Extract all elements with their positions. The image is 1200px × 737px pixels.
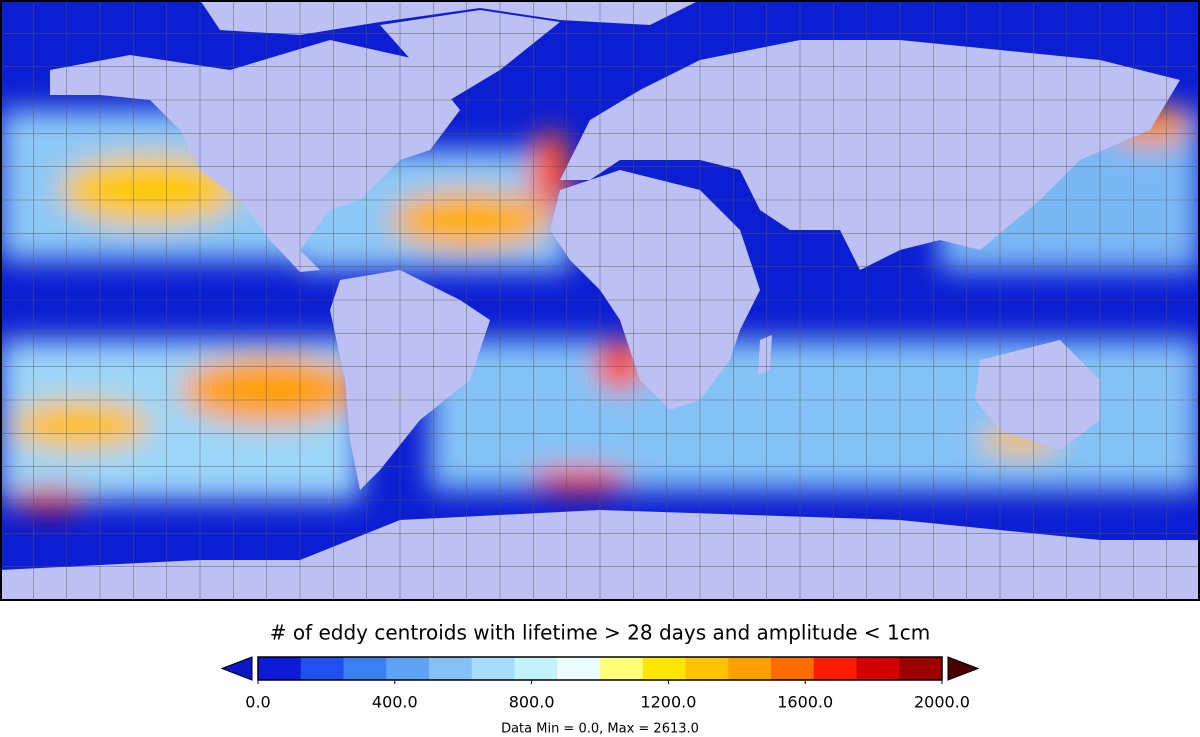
colorbar-bin (258, 657, 302, 680)
colorbar-title: # of eddy centroids with lifetime > 28 d… (270, 621, 931, 645)
colorbar-bin (343, 657, 387, 680)
colorbar-bin (600, 657, 644, 680)
colorbar-bin (856, 657, 900, 680)
over-arrow (947, 656, 980, 681)
colorbar-tick-label: 2000.0 (914, 693, 970, 712)
map-frame (0, 0, 1200, 601)
colorbar-bin (642, 657, 686, 680)
colorbar-bin (514, 657, 558, 680)
colorbar-bin (429, 657, 473, 680)
colorbar-bin (899, 657, 943, 680)
graticule (0, 0, 1200, 600)
colorbar: 0.0 400.0 800.0 1200.0 1600.0 2000.0 (220, 656, 980, 712)
colorbar-bin (300, 657, 344, 680)
colorbar-bin (557, 657, 601, 680)
greenland (380, 10, 560, 100)
africa (550, 170, 760, 410)
colorbar-tick-label: 1600.0 (777, 693, 833, 712)
eurasia (560, 40, 1180, 270)
australia (975, 340, 1100, 450)
colorbar-tick-label: 400.0 (372, 693, 418, 712)
map (0, 0, 1200, 600)
under-arrow (220, 656, 253, 681)
colorbar-bin (728, 657, 772, 680)
colorbar-bin (813, 657, 857, 680)
colorbar-bin (685, 657, 729, 680)
colorbar-tick-label: 0.0 (245, 693, 270, 712)
colorbar-tick-label: 1200.0 (640, 693, 696, 712)
south-america (330, 270, 490, 490)
colorbar-bin (471, 657, 515, 680)
colorbar-frame (257, 656, 943, 681)
data-range-note: Data Min = 0.0, Max = 2613.0 (501, 722, 699, 737)
colorbar-bin (771, 657, 815, 680)
colorbar-bin (386, 657, 430, 680)
arctic-islands (200, 0, 700, 35)
colorbar-tick-label: 800.0 (509, 693, 555, 712)
north-america (50, 40, 460, 272)
madagascar (758, 335, 772, 375)
